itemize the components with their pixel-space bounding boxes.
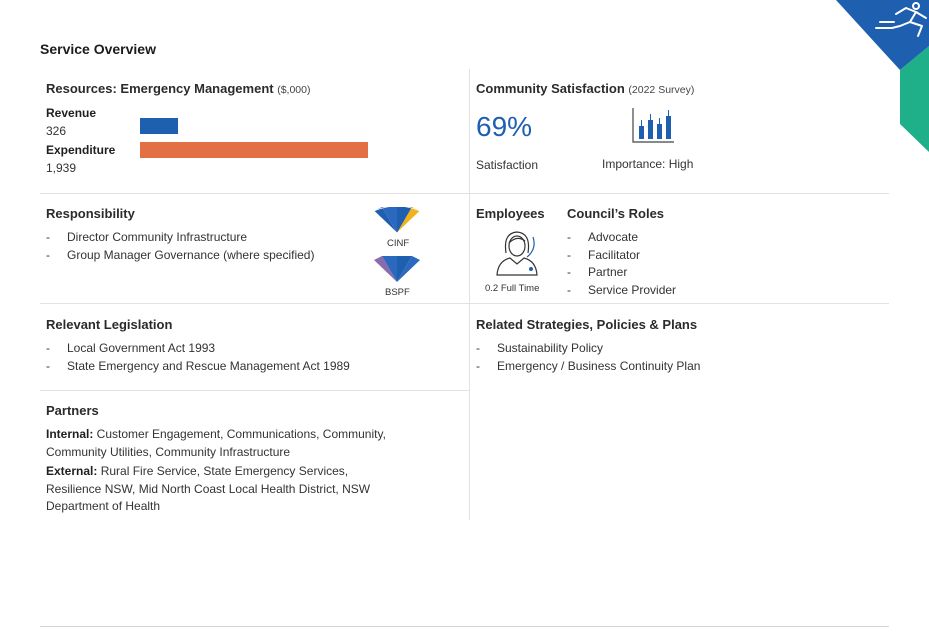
list-item: Emergency / Business Continuity Plan [476, 358, 700, 376]
legislation-title: Relevant Legislation [46, 317, 173, 332]
strategies-title: Related Strategies, Policies & Plans [476, 317, 698, 332]
partners-title: Partners [46, 403, 99, 418]
strategies-list: Sustainability Policy Emergency / Busine… [476, 340, 700, 375]
satisfaction-survey: (2022 Survey) [628, 84, 695, 96]
bspf-label: BSPF [385, 287, 410, 298]
resources-title-text: Resources: Emergency Management [46, 81, 274, 96]
row-divider-3 [40, 390, 469, 391]
list-item: Advocate [567, 229, 676, 247]
roles-list: Advocate Facilitator Partner Service Pro… [567, 229, 676, 299]
list-item: Local Government Act 1993 [46, 340, 350, 358]
employees-fte: 0.2 Full Time [485, 283, 540, 294]
runner-icon [875, 2, 927, 37]
revenue-bar [140, 118, 179, 134]
bar-chart-icon [632, 108, 674, 143]
bspf-wheel-icon [374, 256, 420, 282]
revenue-label: Revenue [46, 106, 97, 120]
expenditure-value: 1,939 [46, 161, 77, 175]
resources-title: Resources: Emergency Management ($,000) [46, 81, 311, 96]
external-label: External: [46, 464, 98, 478]
employee-icon [496, 231, 538, 276]
satisfaction-label: Satisfaction [476, 158, 539, 172]
employees-title: Employees [476, 206, 545, 221]
satisfaction-percent: 69% [476, 111, 533, 142]
list-item: Director Community Infrastructure [46, 229, 314, 247]
responsibility-list: Director Community Infrastructure Group … [46, 229, 314, 264]
partners-internal: Internal: Customer Engagement, Communica… [46, 426, 436, 461]
list-item: Partner [567, 264, 676, 282]
partners-external: External: Rural Fire Service, State Emer… [46, 463, 376, 516]
expenditure-label: Expenditure [46, 143, 116, 157]
footer-rule [40, 626, 889, 627]
legislation-list: Local Government Act 1993 State Emergenc… [46, 340, 350, 375]
roles-title: Council’s Roles [567, 206, 665, 221]
importance-label: Importance: High [602, 157, 694, 171]
cinf-label: CINF [387, 238, 410, 249]
corner-decoration [836, 0, 929, 152]
page-title: Service Overview [40, 41, 156, 57]
revenue-value: 326 [46, 124, 67, 138]
satisfaction-title-text: Community Satisfaction [476, 81, 625, 96]
row-divider-1 [40, 193, 889, 194]
list-item: Service Provider [567, 282, 676, 300]
resources-unit: ($,000) [277, 84, 311, 96]
list-item: Sustainability Policy [476, 340, 700, 358]
row-divider-2 [40, 303, 889, 304]
internal-text: Customer Engagement, Communications, Com… [46, 427, 386, 459]
column-divider [469, 69, 470, 520]
cinf-wheel-icon [373, 207, 421, 234]
external-text: Rural Fire Service, State Emergency Serv… [46, 464, 371, 513]
satisfaction-title: Community Satisfaction (2022 Survey) [476, 81, 694, 96]
expenditure-bar [140, 142, 368, 158]
responsibility-title: Responsibility [46, 206, 135, 221]
list-item: State Emergency and Rescue Management Ac… [46, 358, 350, 376]
internal-label: Internal: [46, 427, 94, 441]
list-item: Group Manager Governance (where specifie… [46, 247, 314, 265]
list-item: Facilitator [567, 247, 676, 265]
